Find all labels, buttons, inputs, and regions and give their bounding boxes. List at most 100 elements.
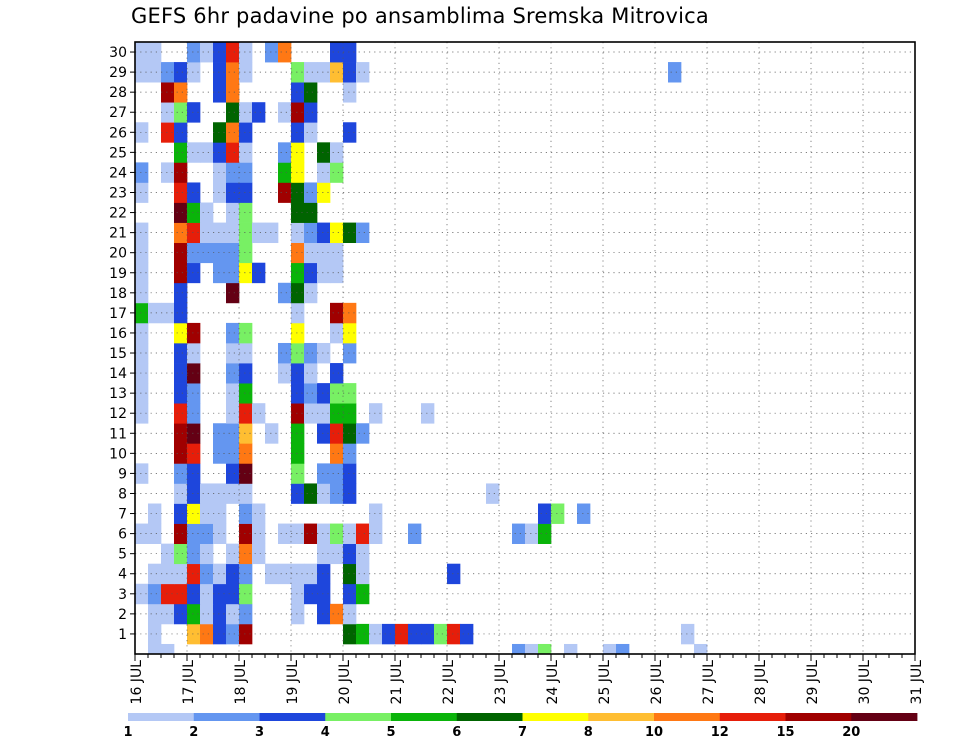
precip-cell [343,603,357,625]
precip-cell [330,423,344,444]
precip-cell [343,543,357,565]
y-tick-label: 28 [109,85,127,101]
colorbar-swatch [193,713,260,721]
precip-cell [343,222,357,244]
x-axis: 16 JUL 17 JUL 18 JUL 19 JUL 20 JUL 21 JUL 22 J… [129,654,925,704]
precip-cell [213,222,227,244]
precip-cell [226,403,240,424]
precip-cell [382,623,396,645]
precip-cell [330,383,344,404]
y-tick-label: 24 [109,165,127,181]
x-tick-label: 17 JUL [181,660,197,705]
precip-cell [330,142,344,163]
precip-cell [148,623,162,645]
colorbar-swatch [588,713,655,721]
y-tick-label: 2 [118,607,127,623]
precip-cell [343,483,357,504]
colorbar-label: 6 [452,725,461,740]
precip-cell [161,563,175,585]
precip-cell [239,142,253,163]
y-tick-label: 29 [109,65,127,81]
y-tick-label: 11 [109,426,127,442]
precip-cell [226,423,240,444]
colorbar-swatch [128,713,195,721]
precip-cell [174,583,188,605]
colorbar-swatch [259,713,326,721]
precip-cell [135,342,149,364]
precip-cell [187,363,201,384]
precip-cell [252,222,266,244]
precip-cell [343,403,357,424]
precip-cell [343,523,357,544]
precip-cell [226,62,240,83]
colorbar-swatch [654,713,721,721]
precip-cell [577,503,591,524]
precip-cell [317,543,331,565]
precip-cell [317,342,331,364]
y-tick-label: 8 [118,486,127,502]
precip-cell [226,82,240,103]
precip-cell [252,262,266,284]
y-tick-label: 6 [118,527,127,543]
precip-cell [330,222,344,244]
precip-cell [226,42,240,63]
precip-cell [239,603,253,625]
precip-cell [135,583,149,605]
precip-cell [187,423,201,444]
precip-cell [135,182,149,203]
precip-cell [317,262,331,284]
precip-cell [135,523,149,544]
precipitation-cells [135,42,708,655]
precip-cell [291,182,305,203]
precip-cell [460,623,474,645]
precip-cell [174,503,188,524]
precip-cell [174,523,188,544]
precip-cell [304,563,318,585]
precip-cell [304,102,318,123]
x-tick-label: 24 JUL [545,660,561,705]
precip-cell [135,463,149,484]
precip-cell [135,242,149,264]
precip-cell [304,202,318,223]
precip-cell [200,242,214,264]
precip-cell [226,623,240,645]
precip-cell [148,583,162,605]
precip-cell [239,242,253,264]
precip-cell [239,483,253,504]
precip-cell [200,483,214,504]
y-tick-label: 26 [109,125,127,141]
precip-cell [226,383,240,404]
precip-cell [239,62,253,83]
precip-cell [161,82,175,103]
precip-cell [291,443,305,464]
precip-cell [135,42,149,63]
colorbar-label: 4 [321,725,330,740]
precip-cell [187,262,201,284]
precip-cell [343,463,357,484]
precip-cell [304,583,318,605]
precip-cell [213,503,227,524]
precip-cell [174,122,188,143]
precip-cell [239,503,253,524]
colorbar-label: 8 [584,725,593,740]
precip-cell [291,282,305,304]
precip-cell [291,242,305,264]
precip-cell [226,262,240,284]
precip-cell [226,162,240,183]
precip-cell [512,643,526,655]
precip-cell [330,543,344,565]
precip-cell [187,42,201,63]
precip-cell [304,383,318,404]
precip-cell [317,162,331,183]
precip-cell [330,322,344,344]
precip-cell [239,443,253,464]
precip-cell [317,603,331,625]
precip-cell [174,282,188,304]
precip-cell [174,363,188,384]
precip-cell [369,403,383,424]
precip-cell [408,523,422,544]
precip-cell [317,583,331,605]
colorbar-label: 5 [386,725,395,740]
precip-cell [226,102,240,123]
